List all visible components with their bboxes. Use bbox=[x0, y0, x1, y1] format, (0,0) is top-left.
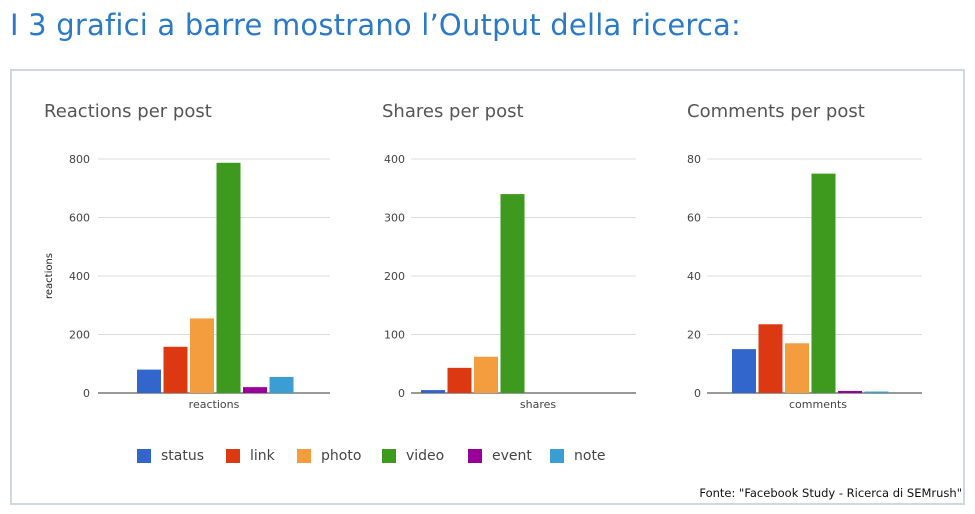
y-tick-label: 0 bbox=[83, 387, 90, 400]
bar-note bbox=[269, 376, 294, 393]
bar-link bbox=[447, 367, 472, 393]
bar-status bbox=[137, 369, 161, 393]
legend-label: status bbox=[161, 448, 205, 464]
legend-label: note bbox=[574, 448, 606, 464]
legend-swatch bbox=[382, 449, 396, 463]
x-category-label: comments bbox=[789, 398, 847, 411]
bar-video bbox=[500, 194, 525, 393]
bar-video bbox=[216, 162, 241, 393]
bar-status bbox=[421, 390, 445, 393]
chart-title: Comments per post bbox=[687, 101, 865, 122]
y-tick-label: 200 bbox=[384, 270, 405, 283]
bar-photo bbox=[190, 318, 214, 393]
chart-frame bbox=[10, 69, 965, 505]
y-tick-label: 60 bbox=[687, 212, 701, 225]
y-tick-label: 200 bbox=[69, 329, 90, 342]
legend-item-note: note bbox=[550, 446, 606, 466]
y-tick-label: 40 bbox=[687, 270, 701, 283]
page-title: I 3 grafici a barre mostrano l’Output de… bbox=[10, 8, 741, 42]
legend-item-event: event bbox=[468, 446, 532, 466]
y-tick-label: 80 bbox=[687, 153, 701, 166]
legend-item-status: status bbox=[137, 446, 204, 466]
chart-title: Shares per post bbox=[382, 101, 524, 122]
y-tick-label: 0 bbox=[694, 387, 701, 400]
y-tick-label: 100 bbox=[384, 329, 405, 342]
y-tick-label: 800 bbox=[69, 153, 90, 166]
legend-label: event bbox=[492, 448, 532, 464]
bar-status bbox=[732, 349, 756, 393]
bar-event bbox=[838, 390, 862, 393]
y-tick-label: 400 bbox=[69, 270, 90, 283]
y-tick-label: 0 bbox=[398, 387, 405, 400]
bar-photo bbox=[474, 356, 498, 393]
bar-event bbox=[243, 387, 267, 393]
y-axis-label: reactions bbox=[44, 253, 55, 299]
x-category-label: reactions bbox=[189, 398, 240, 411]
source-note: Fonte: "Facebook Study - Ricerca di SEMr… bbox=[699, 486, 962, 500]
legend-swatch bbox=[137, 449, 151, 463]
bar-video bbox=[811, 173, 836, 393]
y-tick-label: 400 bbox=[384, 153, 405, 166]
legend: status link photo video event note bbox=[0, 446, 975, 466]
y-tick-label: 600 bbox=[69, 212, 90, 225]
legend-item-video: video bbox=[382, 446, 444, 466]
bar-photo bbox=[785, 343, 809, 393]
bar-link bbox=[163, 346, 188, 393]
legend-swatch bbox=[297, 449, 311, 463]
legend-item-link: link bbox=[226, 446, 275, 466]
chart-title: Reactions per post bbox=[44, 101, 212, 122]
bar-link bbox=[758, 324, 783, 393]
y-tick-label: 300 bbox=[384, 212, 405, 225]
legend-swatch bbox=[550, 449, 564, 463]
legend-label: photo bbox=[321, 448, 362, 464]
bar-note bbox=[864, 391, 889, 393]
y-tick-label: 20 bbox=[687, 329, 701, 342]
legend-label: link bbox=[250, 448, 275, 464]
legend-item-photo: photo bbox=[297, 446, 361, 466]
legend-swatch bbox=[468, 449, 482, 463]
legend-swatch bbox=[226, 449, 240, 463]
legend-label: video bbox=[406, 448, 445, 464]
x-category-label: shares bbox=[520, 398, 556, 411]
